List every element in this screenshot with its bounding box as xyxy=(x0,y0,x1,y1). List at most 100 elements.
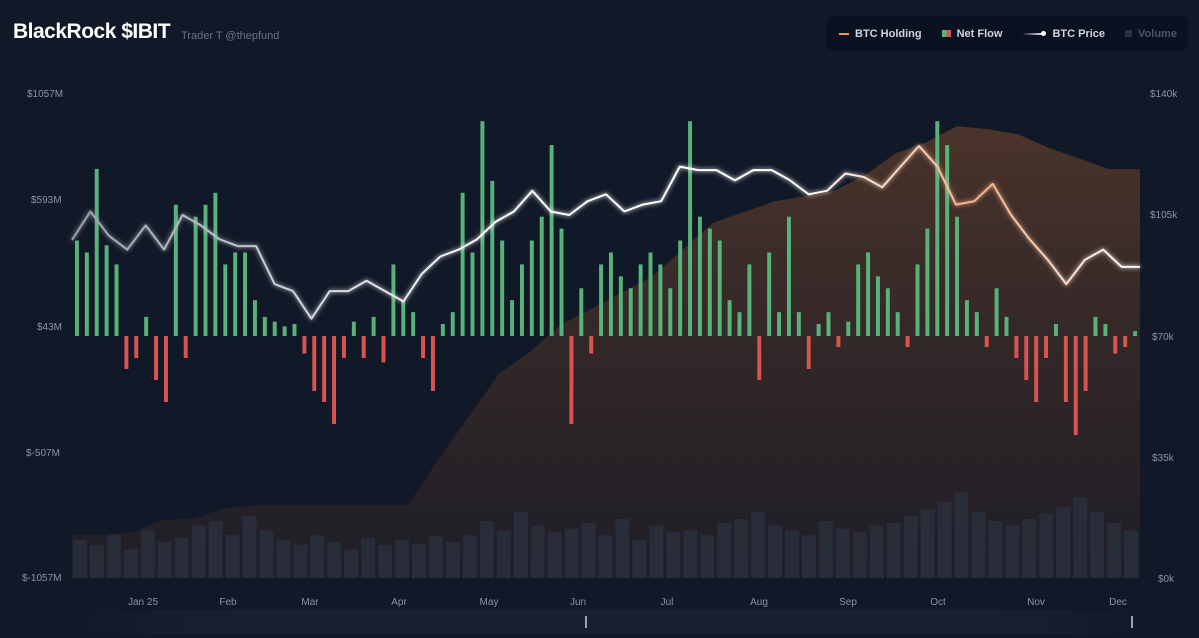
net-flow-bar xyxy=(173,204,178,336)
net-flow-bar xyxy=(796,312,801,336)
net-flow-bar xyxy=(114,264,119,336)
net-flow-bar xyxy=(233,252,238,336)
net-flow-bar xyxy=(1014,336,1019,358)
net-flow-bar xyxy=(935,121,940,337)
x-tick: Oct xyxy=(930,597,946,608)
net-flow-bar xyxy=(707,228,712,336)
volume-bar xyxy=(785,530,799,578)
net-flow-bar xyxy=(430,336,435,391)
net-flow-bar xyxy=(1083,336,1088,391)
net-flow-bar xyxy=(490,180,495,336)
volume-bar xyxy=(886,522,901,578)
net-flow-bar xyxy=(836,336,841,347)
volume-bar xyxy=(818,521,833,578)
volume-bar xyxy=(344,549,359,578)
legend-label: Net Flow xyxy=(956,27,1003,40)
volume-bar xyxy=(954,492,969,578)
volume-bar xyxy=(208,521,223,578)
volume-bar xyxy=(1039,513,1054,578)
net-flow-bar xyxy=(391,264,396,336)
legend-btc-holding[interactable]: BTC Holding xyxy=(839,28,922,40)
net-flow-bar xyxy=(1123,336,1128,347)
net-flow-bar xyxy=(104,245,109,336)
net-flow-bar xyxy=(84,252,89,336)
x-tick: Apr xyxy=(391,597,407,608)
author-credit: Trader T @thepfund xyxy=(181,30,280,42)
x-tick: Jan 25 xyxy=(128,597,158,608)
net-flow-bar xyxy=(786,216,791,336)
net-flow-bar xyxy=(341,336,346,358)
volume-bar xyxy=(395,540,410,578)
net-flow-bar xyxy=(440,324,445,336)
legend-volume[interactable]: Volume xyxy=(1125,28,1177,40)
volume-bar xyxy=(174,538,189,578)
legend-net-flow[interactable]: Net Flow xyxy=(941,27,1003,40)
net-flow-bar xyxy=(94,168,99,336)
volume-bar xyxy=(191,525,206,578)
bar-swatch-icon xyxy=(941,30,951,37)
net-flow-bar xyxy=(144,316,149,336)
volume-bar xyxy=(700,535,715,578)
volume-bar xyxy=(988,521,1003,578)
volume-bar xyxy=(412,543,426,578)
line-swatch-icon xyxy=(839,32,849,35)
left-tick: $-1057M xyxy=(22,573,61,584)
net-flow-bar xyxy=(361,336,366,358)
net-flow-bar xyxy=(974,312,979,336)
net-flow-bar xyxy=(984,336,989,347)
volume-bar xyxy=(869,525,884,578)
volume-bar xyxy=(615,519,630,578)
btc-holding-area xyxy=(72,126,1140,579)
net-flow-bar xyxy=(1044,336,1049,358)
volume-bar xyxy=(581,522,596,578)
legend-label: Volume xyxy=(1138,27,1177,40)
net-flow-bar xyxy=(351,321,356,336)
volume-bar xyxy=(157,541,172,578)
net-flow-bar xyxy=(500,240,505,336)
net-flow-bar xyxy=(381,336,386,363)
page-title: BlackRock $IBIT xyxy=(13,20,171,43)
net-flow-bar xyxy=(470,252,475,336)
net-flow-bar xyxy=(1034,336,1039,402)
x-tick: Sep xyxy=(839,597,857,608)
right-tick: $140k xyxy=(1150,89,1178,100)
volume-bar xyxy=(276,540,291,578)
net-flow-bar xyxy=(648,252,653,336)
volume-bar xyxy=(530,525,545,578)
volume-bar xyxy=(293,544,308,578)
net-flow-bar xyxy=(510,300,515,336)
range-handle-left[interactable] xyxy=(585,616,587,628)
range-handle-right[interactable] xyxy=(1131,616,1133,628)
net-flow-bar xyxy=(519,264,524,336)
volume-bar xyxy=(852,532,867,578)
net-flow-bar xyxy=(312,336,317,391)
net-flow-bar xyxy=(579,288,584,336)
volume-bar xyxy=(513,511,528,578)
net-flow-bar xyxy=(895,312,900,336)
net-flow-bar xyxy=(183,336,188,358)
net-flow-bar xyxy=(1053,324,1058,336)
volume-bar xyxy=(564,528,579,578)
net-flow-bar xyxy=(885,288,890,336)
net-flow-bar xyxy=(1063,336,1068,402)
net-flow-bar xyxy=(955,216,960,336)
net-flow-bar xyxy=(213,192,218,336)
legend-btc-price[interactable]: BTC Price xyxy=(1022,28,1105,40)
volume-bar xyxy=(378,544,393,578)
net-flow-bar xyxy=(302,336,307,354)
volume-bar xyxy=(445,541,460,578)
net-flow-bar xyxy=(866,252,871,336)
net-flow-bar xyxy=(717,240,722,336)
net-flow-bar xyxy=(1073,336,1078,435)
net-flow-bar xyxy=(638,264,643,336)
volume-bar xyxy=(106,535,121,578)
volume-bar xyxy=(89,544,104,578)
volume-bar xyxy=(242,516,257,578)
net-flow-bar xyxy=(569,336,574,424)
net-flow-bar xyxy=(1113,336,1118,354)
range-scrollbar[interactable] xyxy=(88,610,1138,634)
net-flow-bar xyxy=(1093,316,1098,336)
volume-bar xyxy=(429,536,443,578)
volume-bar xyxy=(683,530,698,578)
volume-bar xyxy=(1005,525,1020,578)
